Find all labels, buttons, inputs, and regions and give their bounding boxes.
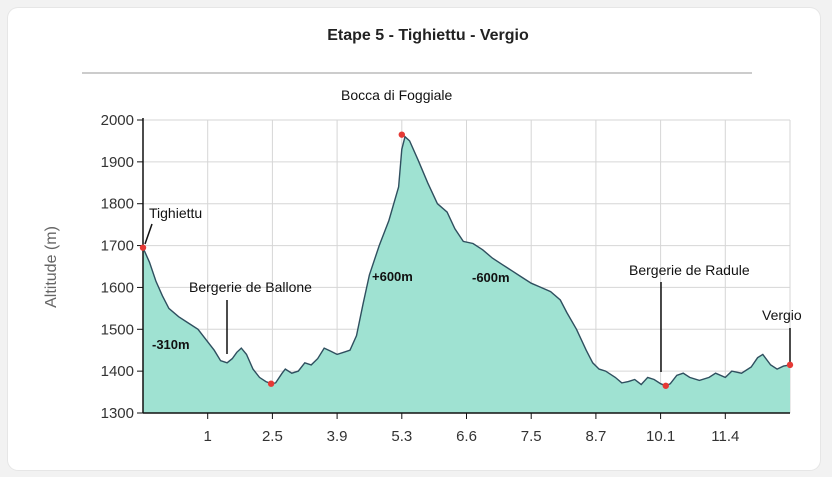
x-tick-labels: 1 2.5 3.9 5.3 6.6 7.5 8.7 10.1 11.4 [204,413,739,445]
x-tick-label-5: 7.5 [521,428,542,445]
y-tick-label-1400: 1400 [101,363,134,380]
waypoint-marker-0 [139,244,147,251]
x-tick-label-4: 6.6 [456,428,477,445]
x-tick-label-8: 11.4 [711,428,739,445]
y-tick-label-1700: 1700 [101,238,134,255]
x-tick-label-3: 5.3 [391,428,412,445]
y-tick-label-1300: 1300 [101,405,134,422]
annotation-tighiettu-pointer [144,223,153,245]
y-tick-labels: 1300 1400 1500 1600 1700 1800 1900 2000 [101,112,143,422]
annotation-delta-plus-600: +600m [372,269,413,284]
x-tick-label-6: 8.7 [585,428,606,445]
waypoint-marker-1 [398,131,405,138]
y-axis-label: Altitude (m) [43,226,60,308]
waypoint-markers [139,131,794,389]
x-tick-label-1: 2.5 [262,428,283,445]
y-tick-label-1900: 1900 [101,154,134,171]
y-tick-label-1800: 1800 [101,196,134,213]
elevation-area [143,136,790,413]
annotation-bergerie-de-ballone: Bergerie de Ballone [189,279,312,295]
annotation-tighiettu: Tighiettu [149,205,202,221]
x-tick-label-0: 1 [204,428,212,445]
elevation-line [142,135,791,387]
chart-title: Etape 5 - Tighiettu - Vergio [327,27,529,44]
annotation-bocca-di-foggiale: Bocca di Foggiale [341,87,453,103]
annotation-vergio: Vergio [762,307,802,323]
x-tick-label-7: 10.1 [646,428,675,445]
waypoint-marker-2 [267,380,275,387]
y-tick-label-1500: 1500 [101,321,134,338]
x-tick-label-2: 3.9 [327,428,348,445]
waypoint-marker-3 [662,382,669,389]
y-tick-label-2000: 2000 [101,112,134,129]
annotation-delta-minus-600: -600m [472,270,510,285]
annotations: Tighiettu Bergerie de Ballone Bocca di F… [144,87,802,372]
annotation-bergerie-de-radule: Bergerie de Radule [629,262,750,278]
waypoint-marker-4 [786,361,794,369]
y-tick-label-1600: 1600 [101,279,134,296]
annotation-delta-minus-310: -310m [152,337,190,352]
